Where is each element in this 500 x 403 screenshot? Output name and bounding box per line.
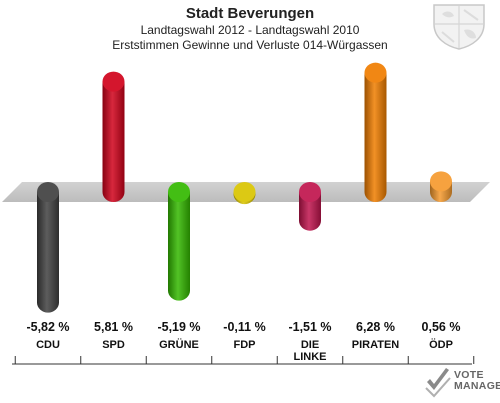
category-label: ÖDP (429, 339, 453, 351)
bar-die-linke (299, 182, 321, 231)
logo-line2: MANAGER (454, 380, 500, 392)
logo-line1: VOTE (454, 369, 484, 381)
category-label: SPD (102, 339, 125, 351)
bar-cap (430, 171, 452, 192)
category-label: GRÜNE (159, 339, 199, 351)
bar-cap (102, 71, 125, 92)
checkmark-logo-icon (425, 368, 451, 398)
bar-body (102, 81, 125, 202)
votemanager-logo: VOTE MANAGER (424, 366, 500, 400)
bar-fdp (233, 182, 256, 205)
value-label: -5,82 % (26, 320, 70, 334)
bar-body (364, 72, 387, 203)
bar-cap (233, 182, 256, 202)
category-label: DIE LINKE (293, 339, 327, 363)
value-label: 5,81 % (94, 320, 133, 334)
bar-body (299, 192, 321, 231)
bar-ödp (430, 171, 452, 202)
category-label: PIRATEN (351, 339, 400, 351)
category-label: FDP (233, 339, 256, 351)
coat-of-arms-icon (433, 4, 485, 50)
bar-cap (37, 182, 59, 202)
bar-grüne (168, 182, 190, 301)
value-label: -0,11 % (223, 320, 266, 334)
chart-title: Stadt Beverungen (185, 5, 315, 22)
logo-text: VOTE MANAGER (454, 370, 500, 392)
value-label: 0,56 % (421, 320, 461, 334)
bar-cap (364, 62, 387, 83)
bar-piraten (364, 62, 387, 203)
bar-cdu (37, 182, 59, 313)
chart-description: Erststimmen Gewinne und Verluste 014-Wür… (112, 38, 388, 52)
bar-body (168, 192, 190, 301)
value-label: -5,19 % (157, 320, 201, 334)
chart-subtitle: Landtagswahl 2012 - Landtagswahl 2010 (140, 23, 360, 37)
bar-cap (299, 182, 321, 202)
category-label: CDU (36, 339, 60, 351)
value-label: -1,51 % (288, 320, 332, 334)
bar-cap (168, 182, 190, 202)
value-label: 6,28 % (356, 320, 395, 334)
bar-body (37, 192, 59, 313)
bar-spd (102, 71, 125, 202)
